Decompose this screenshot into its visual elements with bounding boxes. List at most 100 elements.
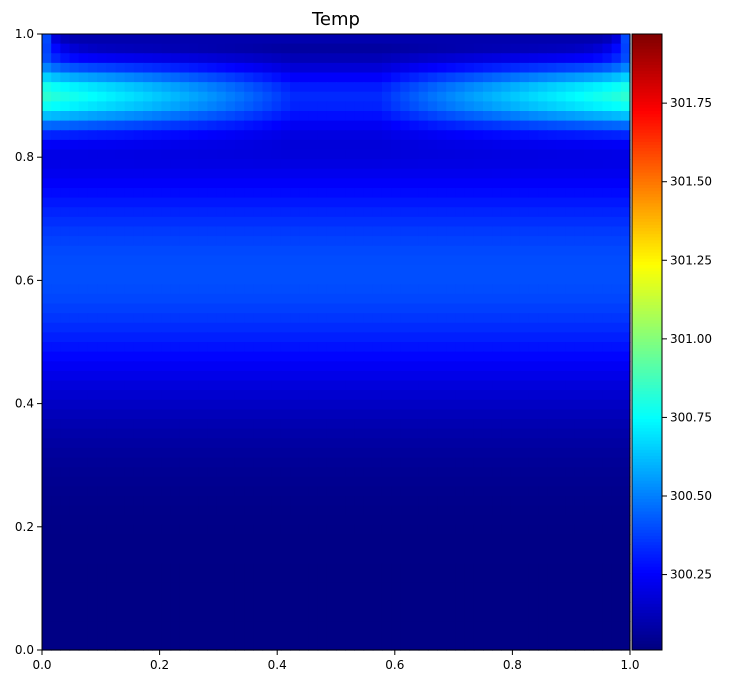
heatmap-cell: [234, 534, 245, 545]
heatmap-cell: [161, 34, 172, 45]
heatmap-cell: [308, 101, 319, 112]
heatmap-cell: [381, 524, 392, 536]
heatmap-cell: [528, 419, 539, 430]
heatmap-cell: [556, 72, 567, 83]
y-tick-label: 0.4: [15, 397, 34, 411]
heatmap-cell: [124, 197, 135, 208]
heatmap-cell: [87, 159, 98, 170]
heatmap-cell: [336, 168, 346, 179]
heatmap-cell: [253, 438, 264, 449]
heatmap-cell: [584, 621, 594, 632]
heatmap-cell: [179, 197, 190, 208]
heatmap-cell: [198, 390, 208, 401]
heatmap-cell: [437, 351, 447, 362]
heatmap-cell: [501, 351, 512, 362]
heatmap-cell: [528, 640, 539, 651]
heatmap-cell: [464, 601, 475, 613]
heatmap-cell: [124, 101, 135, 112]
heatmap-cell: [170, 505, 181, 516]
colorbar-segment: [632, 609, 662, 614]
heatmap-cell: [170, 553, 181, 564]
heatmap-cell: [133, 524, 144, 536]
heatmap-cell: [620, 149, 631, 160]
heatmap-cell: [143, 640, 153, 651]
heatmap-cell: [574, 399, 585, 410]
heatmap-cell: [409, 313, 420, 324]
heatmap-cell: [538, 573, 548, 584]
heatmap-cell: [97, 447, 107, 459]
heatmap-cell: [593, 130, 604, 141]
heatmap-cell: [483, 216, 493, 228]
heatmap-cell: [308, 361, 319, 372]
heatmap-cell: [611, 370, 622, 382]
heatmap-cell: [51, 409, 61, 420]
heatmap-cell: [538, 265, 548, 276]
heatmap-cell: [170, 370, 181, 382]
heatmap-cell: [400, 178, 411, 189]
heatmap-cell: [97, 120, 107, 131]
heatmap-cell: [42, 159, 52, 170]
heatmap-cell: [308, 236, 319, 247]
heatmap-cell: [519, 293, 530, 305]
heatmap-cell: [510, 322, 521, 333]
heatmap-cell: [584, 245, 594, 256]
heatmap-cell: [262, 226, 273, 237]
heatmap-cell: [372, 120, 383, 131]
heatmap-cell: [455, 111, 466, 122]
heatmap-cell: [97, 53, 107, 64]
heatmap-cell: [345, 457, 355, 468]
heatmap-cell: [336, 563, 346, 574]
heatmap-cell: [593, 139, 604, 151]
heatmap-cell: [363, 630, 374, 641]
heatmap-cell: [372, 370, 383, 382]
heatmap-cell: [381, 505, 392, 516]
heatmap-cell: [290, 640, 300, 651]
heatmap-cell: [143, 91, 153, 102]
heatmap-cell: [391, 332, 401, 343]
heatmap-cell: [363, 207, 374, 218]
heatmap-cell: [528, 91, 539, 102]
heatmap-cell: [391, 207, 401, 218]
heatmap-cell: [143, 438, 153, 449]
heatmap-cell: [262, 630, 273, 641]
heatmap-cell: [391, 216, 401, 228]
heatmap-cell: [179, 139, 190, 151]
heatmap-cell: [528, 149, 539, 160]
heatmap-cell: [60, 120, 71, 131]
heatmap-cell: [244, 419, 254, 430]
heatmap-cell: [253, 342, 264, 353]
heatmap-cell: [253, 351, 264, 362]
heatmap-cell: [538, 188, 548, 199]
heatmap-cell: [409, 563, 420, 574]
heatmap-cell: [574, 563, 585, 574]
heatmap-cell: [593, 265, 604, 276]
heatmap-cell: [216, 428, 227, 439]
heatmap-cell: [483, 188, 493, 199]
heatmap-cell: [574, 139, 585, 151]
heatmap-cell: [308, 563, 319, 574]
heatmap-cell: [418, 216, 429, 228]
heatmap-cell: [565, 630, 576, 641]
heatmap-cell: [363, 236, 374, 247]
heatmap-cell: [280, 139, 291, 151]
heatmap-cell: [538, 582, 548, 593]
heatmap-cell: [290, 486, 300, 497]
heatmap-cell: [455, 390, 466, 401]
heatmap-cell: [473, 515, 484, 526]
heatmap-cell: [152, 332, 163, 343]
heatmap-cell: [290, 351, 300, 362]
heatmap-cell: [345, 207, 355, 218]
heatmap-cell: [244, 563, 254, 574]
heatmap-cell: [225, 332, 236, 343]
heatmap-cell: [317, 524, 328, 536]
heatmap-cell: [308, 284, 319, 295]
heatmap-cell: [179, 130, 190, 141]
heatmap-cell: [611, 207, 622, 218]
heatmap-cell: [308, 380, 319, 391]
heatmap-cell: [519, 351, 530, 362]
heatmap-cell: [464, 303, 475, 314]
heatmap-cell: [547, 476, 558, 487]
heatmap-cell: [326, 342, 337, 353]
heatmap-cell: [280, 111, 291, 122]
heatmap-cell: [354, 120, 365, 131]
